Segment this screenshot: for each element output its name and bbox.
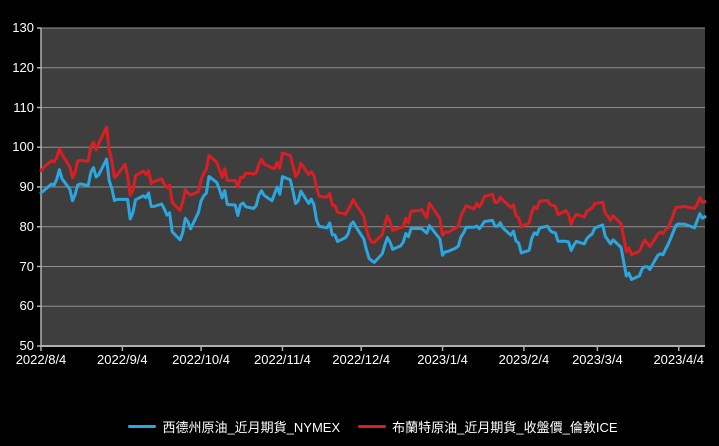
legend-item-wti: 西德州原油_近月期貨_NYMEX [128, 417, 340, 436]
wti-price-line [39, 157, 707, 281]
x-tick-label: 2022/11/4 [254, 352, 311, 367]
brent-price-line [39, 125, 707, 257]
wti-line-swatch-icon [128, 425, 157, 428]
y-tick-label: 130 [12, 20, 34, 35]
legend-item-brent: 布蘭特原油_近月期貨_收盤價_倫敦ICE [358, 417, 618, 436]
y-tick-label: 110 [13, 99, 34, 115]
x-tick-label: 2023/2/4 [498, 352, 550, 367]
x-tick-label: 2023/1/4 [417, 352, 468, 367]
y-tick-label: 80 [19, 218, 34, 234]
y-tick-label: 100 [12, 139, 34, 155]
y-tick-label: 90 [19, 179, 34, 194]
x-tick-label: 2023/3/4 [572, 352, 623, 367]
x-tick-label: 2023/4/4 [653, 352, 705, 367]
x-tick-label: 2022/8/4 [15, 352, 67, 367]
y-tick-label: 50 [19, 338, 34, 353]
x-tick-label: 2022/9/4 [97, 352, 148, 367]
y-tick-label: 70 [19, 258, 34, 274]
y-tick-label: 120 [12, 59, 34, 75]
x-tick-label: 2022/12/4 [332, 352, 391, 367]
legend-label-brent: 布蘭特原油_近月期貨_收盤價_倫敦ICE [392, 420, 618, 435]
x-tick-label: 2022/10/4 [172, 352, 231, 367]
legend: 西德州原油_近月期貨_NYMEX 布蘭特原油_近月期貨_收盤價_倫敦ICE [41, 417, 705, 436]
brent-line-swatch-icon [358, 425, 387, 428]
legend-label-wti: 西德州原油_近月期貨_NYMEX [162, 420, 341, 435]
y-tick-label: 60 [19, 298, 34, 314]
